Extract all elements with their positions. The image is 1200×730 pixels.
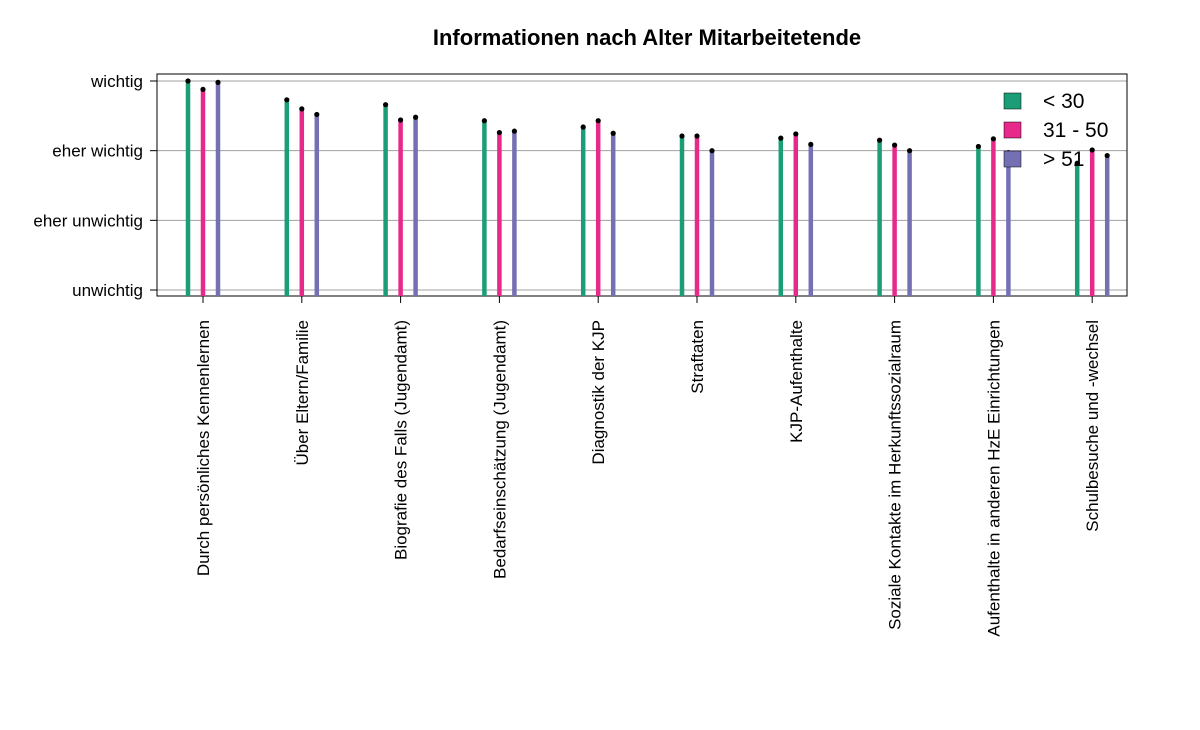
data-point (496, 129, 502, 136)
data-point (610, 130, 616, 136)
legend-swatch (1003, 92, 1022, 110)
data-point (595, 118, 601, 124)
x-tick-label: Diagnostik der KJP (589, 320, 608, 465)
data-point (398, 117, 404, 123)
legend-label: < 30 (1043, 90, 1084, 113)
data-point (413, 114, 419, 120)
y-tick-label: unwichtig (72, 281, 143, 300)
y-axis: wichtig eher wichtig eher unwichtig unwicht… (33, 72, 157, 300)
data-point (975, 143, 982, 150)
x-tick-label: Soziale Kontakte im Herkunftssozialraum (886, 320, 905, 630)
y-tick-label: wichtig (90, 72, 143, 91)
x-tick-label: KJP-Aufenthalte (787, 320, 806, 443)
legend-label: 31 - 50 (1043, 119, 1108, 142)
data-point (907, 148, 913, 154)
y-tick-label: eher wichtig (52, 142, 143, 161)
data-point (679, 133, 685, 139)
data-point (1074, 160, 1080, 166)
data-point (1089, 147, 1095, 153)
data-point (892, 142, 898, 148)
data-point (1104, 152, 1110, 159)
legend-label: > 51 (1043, 148, 1084, 171)
data-point (808, 141, 814, 147)
x-tick-label: Straftaten (688, 320, 707, 394)
data-point (694, 133, 700, 139)
x-tick-label: Durch persönliches Kennenlernen (194, 320, 213, 576)
legend: < 30 31 - 50 > 51 (1003, 90, 1108, 171)
data-point (200, 86, 206, 92)
data-point (383, 102, 389, 108)
data-point (877, 137, 883, 143)
data-point (314, 111, 320, 118)
legend-swatch (1003, 150, 1022, 168)
data-point (284, 97, 290, 103)
x-axis: Durch persönliches Kennenlernen Über Elte… (194, 296, 1102, 637)
x-tick-label: Biografie des Falls (Jugendamt) (392, 320, 411, 560)
data-point (511, 128, 517, 134)
x-tick-label: Schulbesuche und -wechsel (1083, 320, 1102, 532)
plot-frame (156, 73, 1128, 297)
legend-swatch (1003, 121, 1022, 139)
data-point (990, 136, 997, 142)
x-tick-label: Bedarfseinschätzung (Jugendamt) (490, 320, 509, 579)
bars (185, 78, 1110, 296)
y-tick-label: eher unwichtig (33, 211, 143, 230)
x-tick-label: Aufenthalte in anderen HzE Einrichtungen (984, 320, 1003, 637)
data-point (793, 131, 799, 137)
data-point (481, 118, 487, 124)
data-point (580, 124, 586, 130)
data-point (215, 79, 221, 85)
data-point (185, 78, 191, 84)
data-point (299, 106, 305, 112)
chart-title: Informationen nach Alter Mitarbeitetende (433, 25, 861, 50)
data-point (778, 135, 784, 141)
data-point (709, 148, 715, 154)
x-tick-label: Über Eltern/Familie (293, 320, 312, 466)
